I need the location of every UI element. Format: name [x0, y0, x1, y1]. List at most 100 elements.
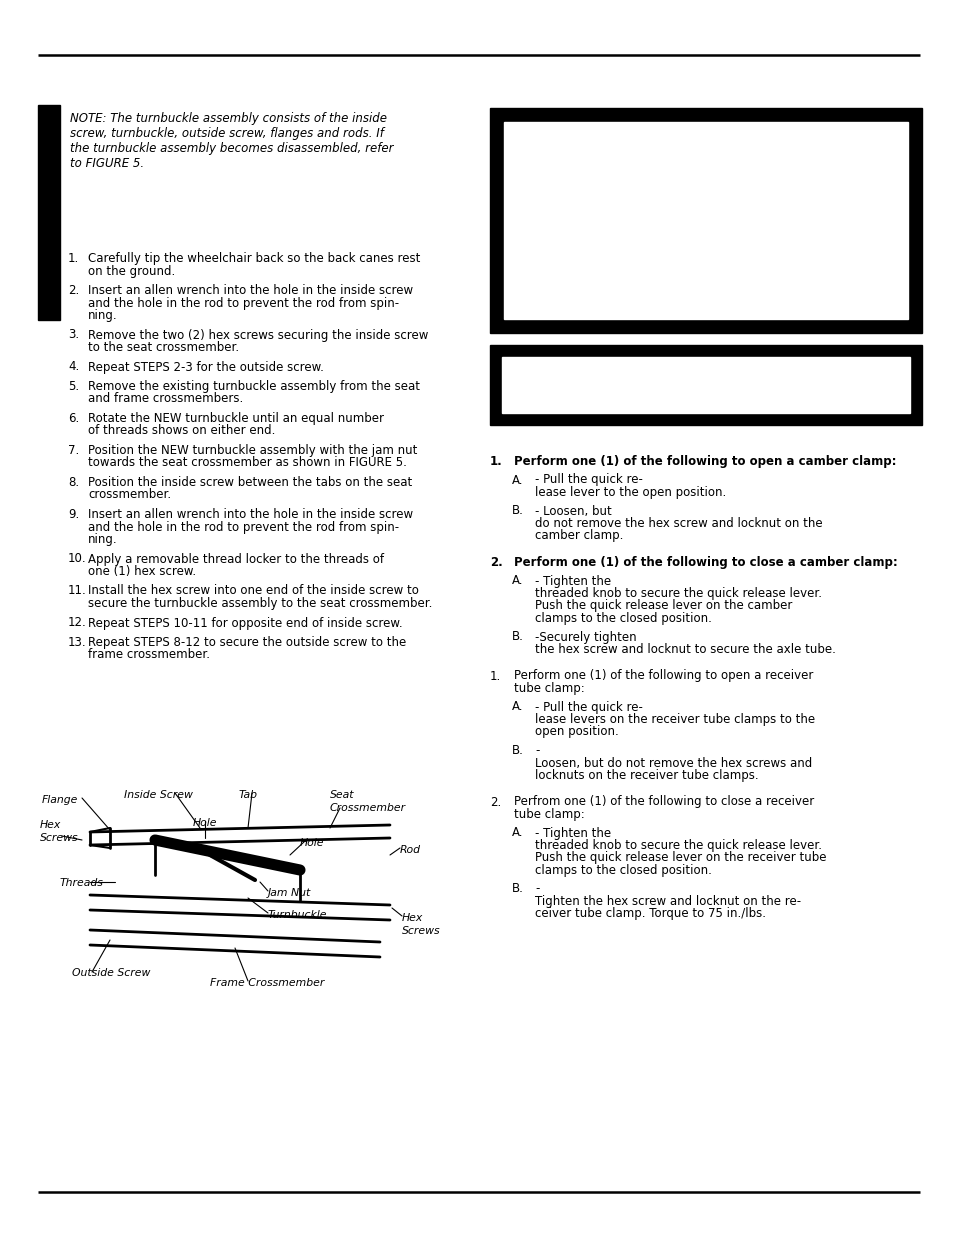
Text: B.: B.: [512, 505, 523, 517]
Text: ceiver tube clamp. Torque to 75 in./lbs.: ceiver tube clamp. Torque to 75 in./lbs.: [535, 908, 765, 920]
Text: A.: A.: [512, 700, 523, 714]
Text: Push the quick release lever on the receiver tube: Push the quick release lever on the rece…: [535, 851, 825, 864]
Text: Flange: Flange: [42, 795, 78, 805]
Text: Perform one (1) of the following to close a camber clamp:: Perform one (1) of the following to clos…: [514, 556, 897, 569]
Text: Insert an allen wrench into the hole in the inside screw: Insert an allen wrench into the hole in …: [88, 284, 413, 296]
Text: Install the hex screw into one end of the inside screw to: Install the hex screw into one end of th…: [88, 584, 418, 598]
Text: - Loosen, but: - Loosen, but: [535, 505, 611, 517]
Text: threaded knob to secure the quick release lever.: threaded knob to secure the quick releas…: [535, 839, 821, 852]
Text: Threads: Threads: [60, 878, 104, 888]
Text: Apply a removable thread locker to the threads of: Apply a removable thread locker to the t…: [88, 552, 384, 566]
Text: of threads shows on either end.: of threads shows on either end.: [88, 425, 275, 437]
Text: 5.: 5.: [68, 380, 79, 393]
Text: 10.: 10.: [68, 552, 87, 566]
Text: B.: B.: [512, 883, 523, 895]
Text: Hex: Hex: [401, 913, 423, 923]
Text: Inside Screw: Inside Screw: [124, 790, 193, 800]
Text: 1.: 1.: [490, 454, 502, 468]
Text: locknuts on the receiver tube clamps.: locknuts on the receiver tube clamps.: [535, 769, 758, 782]
Text: the hex screw and locknut to secure the axle tube.: the hex screw and locknut to secure the …: [535, 643, 835, 656]
Text: 1.: 1.: [68, 252, 79, 266]
Text: B.: B.: [512, 743, 523, 757]
Text: Perform one (1) of the following to open a receiver: Perform one (1) of the following to open…: [514, 669, 813, 683]
Text: Turnbuckle: Turnbuckle: [268, 910, 327, 920]
Text: Frame Crossmember: Frame Crossmember: [210, 978, 324, 988]
Text: Repeat STEPS 10-11 for opposite end of inside screw.: Repeat STEPS 10-11 for opposite end of i…: [88, 616, 402, 630]
Text: Perfrom one (1) of the following to close a receiver: Perfrom one (1) of the following to clos…: [514, 795, 814, 809]
Text: 13.: 13.: [68, 636, 87, 650]
Text: clamps to the closed position.: clamps to the closed position.: [535, 613, 711, 625]
Text: lease lever to the open position.: lease lever to the open position.: [535, 487, 725, 499]
Text: 4.: 4.: [68, 361, 79, 373]
Text: frame crossmember.: frame crossmember.: [88, 648, 210, 662]
Text: Push the quick release lever on the camber: Push the quick release lever on the camb…: [535, 599, 792, 613]
Text: Hole: Hole: [193, 818, 217, 827]
Text: Jam Nut: Jam Nut: [268, 888, 311, 898]
Text: -Securely tighten: -Securely tighten: [535, 631, 636, 643]
Bar: [38, 105, 60, 320]
Text: and the hole in the rod to prevent the rod from spin-: and the hole in the rod to prevent the r…: [88, 520, 398, 534]
Text: ning.: ning.: [88, 309, 117, 322]
Text: Hex: Hex: [40, 820, 61, 830]
Text: ning.: ning.: [88, 534, 117, 546]
Text: 6.: 6.: [68, 412, 79, 425]
Text: Remove the two (2) hex screws securing the inside screw: Remove the two (2) hex screws securing t…: [88, 329, 428, 342]
Text: and frame crossmembers.: and frame crossmembers.: [88, 393, 243, 405]
Text: B.: B.: [512, 631, 523, 643]
Text: 3.: 3.: [68, 329, 79, 342]
Text: and the hole in the rod to prevent the rod from spin-: and the hole in the rod to prevent the r…: [88, 296, 398, 310]
Text: Hole: Hole: [299, 839, 324, 848]
Text: 2.: 2.: [490, 795, 500, 809]
Text: 1.: 1.: [490, 669, 500, 683]
Text: tube clamp:: tube clamp:: [514, 682, 584, 695]
Text: 8.: 8.: [68, 475, 79, 489]
Text: - Tighten the: - Tighten the: [535, 574, 611, 588]
Text: A.: A.: [512, 574, 523, 588]
Text: open position.: open position.: [535, 725, 618, 739]
Bar: [490, 345, 921, 425]
Text: -: -: [535, 743, 538, 757]
Text: do not remove the hex screw and locknut on the: do not remove the hex screw and locknut …: [535, 517, 821, 530]
Text: 12.: 12.: [68, 616, 87, 630]
Text: one (1) hex screw.: one (1) hex screw.: [88, 564, 196, 578]
Text: Tighten the hex screw and locknut on the re-: Tighten the hex screw and locknut on the…: [535, 895, 801, 908]
Text: 11.: 11.: [68, 584, 87, 598]
Text: 7.: 7.: [68, 445, 79, 457]
Text: Crossmember: Crossmember: [330, 803, 406, 813]
Text: 9.: 9.: [68, 508, 79, 521]
Text: - Pull the quick re-: - Pull the quick re-: [535, 473, 642, 487]
Text: Carefully tip the wheelchair back so the back canes rest: Carefully tip the wheelchair back so the…: [88, 252, 420, 266]
Text: A.: A.: [512, 826, 523, 840]
Text: A.: A.: [512, 473, 523, 487]
Text: Tab: Tab: [238, 790, 257, 800]
Text: 2.: 2.: [68, 284, 79, 296]
Text: Position the NEW turnbuckle assembly with the jam nut: Position the NEW turnbuckle assembly wit…: [88, 445, 417, 457]
Text: towards the seat crossmember as shown in FIGURE 5.: towards the seat crossmember as shown in…: [88, 457, 406, 469]
Text: tube clamp:: tube clamp:: [514, 808, 584, 821]
Text: Insert an allen wrench into the hole in the inside screw: Insert an allen wrench into the hole in …: [88, 508, 413, 521]
Text: crossmember.: crossmember.: [88, 489, 171, 501]
Text: Rotate the NEW turnbuckle until an equal number: Rotate the NEW turnbuckle until an equal…: [88, 412, 384, 425]
Text: - Tighten the: - Tighten the: [535, 826, 611, 840]
Text: Outside Screw: Outside Screw: [71, 968, 151, 978]
Bar: [503, 122, 907, 319]
Bar: [490, 107, 921, 333]
Text: secure the turnbuckle assembly to the seat crossmember.: secure the turnbuckle assembly to the se…: [88, 597, 432, 610]
Text: to the seat crossmember.: to the seat crossmember.: [88, 341, 239, 354]
Text: Seat: Seat: [330, 790, 355, 800]
Text: Loosen, but do not remove the hex screws and: Loosen, but do not remove the hex screws…: [535, 757, 811, 769]
Text: NOTE: The turnbuckle assembly consists of the inside
screw, turnbuckle, outside : NOTE: The turnbuckle assembly consists o…: [70, 112, 393, 170]
Text: lease levers on the receiver tube clamps to the: lease levers on the receiver tube clamps…: [535, 713, 814, 726]
Text: Rod: Rod: [399, 845, 420, 855]
Text: on the ground.: on the ground.: [88, 264, 175, 278]
Text: -: -: [535, 883, 538, 895]
Text: Position the inside screw between the tabs on the seat: Position the inside screw between the ta…: [88, 475, 412, 489]
Bar: [501, 357, 909, 412]
Text: camber clamp.: camber clamp.: [535, 530, 622, 542]
Text: 2.: 2.: [490, 556, 502, 569]
Text: Screws: Screws: [401, 926, 440, 936]
Text: Perform one (1) of the following to open a camber clamp:: Perform one (1) of the following to open…: [514, 454, 896, 468]
Text: threaded knob to secure the quick release lever.: threaded knob to secure the quick releas…: [535, 587, 821, 600]
Text: Screws: Screws: [40, 832, 78, 844]
Text: Repeat STEPS 8-12 to secure the outside screw to the: Repeat STEPS 8-12 to secure the outside …: [88, 636, 406, 650]
